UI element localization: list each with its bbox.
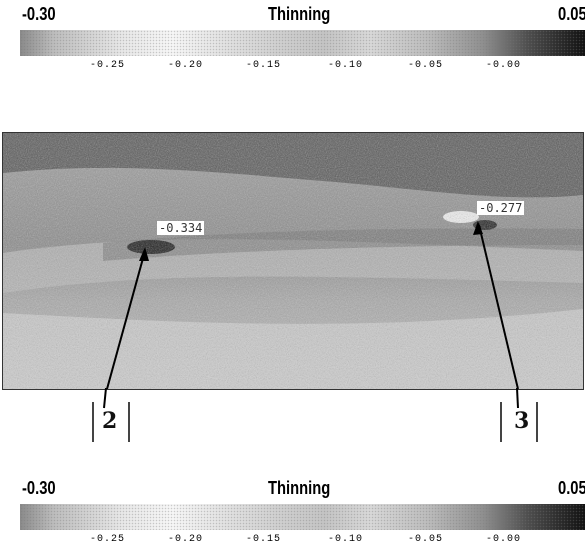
callout-arrow bbox=[478, 224, 519, 389]
tick-label: -0.25 bbox=[90, 534, 126, 545]
thinning-value-callout: -0.277 bbox=[477, 201, 525, 215]
legend-min-label: -0.30 bbox=[22, 478, 56, 498]
marker-label: 2 bbox=[102, 408, 118, 434]
thinning-value-callout: -0.334 bbox=[157, 221, 205, 235]
tick-label: -0.00 bbox=[486, 534, 522, 545]
callout-arrow bbox=[106, 250, 146, 389]
legend-title: Thinning bbox=[268, 478, 331, 498]
tick-label: -0.20 bbox=[168, 60, 204, 71]
tick-label: -0.15 bbox=[246, 534, 282, 545]
location-marker-2: 2 bbox=[92, 402, 132, 444]
tick-label: -0.05 bbox=[408, 60, 444, 71]
tick-label: -0.00 bbox=[486, 60, 522, 71]
tick-label: -0.10 bbox=[328, 534, 364, 545]
thinning-simulation-image: -0.334 -0.277 bbox=[2, 132, 584, 390]
tick-label: -0.05 bbox=[408, 534, 444, 545]
legend-min-label: -0.30 bbox=[22, 4, 56, 24]
legend-top: -0.30 Thinning 0.05 -0.25 -0.20 -0.15 -0… bbox=[0, 4, 585, 84]
location-marker-3: 3 bbox=[500, 402, 540, 444]
legend-bottom: -0.30 Thinning 0.05 -0.25 -0.20 -0.15 -0… bbox=[0, 478, 585, 558]
color-scale-bar bbox=[20, 30, 585, 56]
legend-max-label: 0.05 bbox=[558, 478, 585, 498]
arrow-tails bbox=[103, 388, 519, 409]
legend-max-label: 0.05 bbox=[558, 4, 585, 24]
tick-label: -0.25 bbox=[90, 60, 126, 71]
marker-label: 3 bbox=[514, 408, 530, 434]
tick-label: -0.10 bbox=[328, 60, 364, 71]
tick-label: -0.15 bbox=[246, 60, 282, 71]
legend-title: Thinning bbox=[268, 4, 331, 24]
color-scale-bar bbox=[20, 504, 585, 530]
part-render bbox=[3, 133, 583, 389]
tick-label: -0.20 bbox=[168, 534, 204, 545]
